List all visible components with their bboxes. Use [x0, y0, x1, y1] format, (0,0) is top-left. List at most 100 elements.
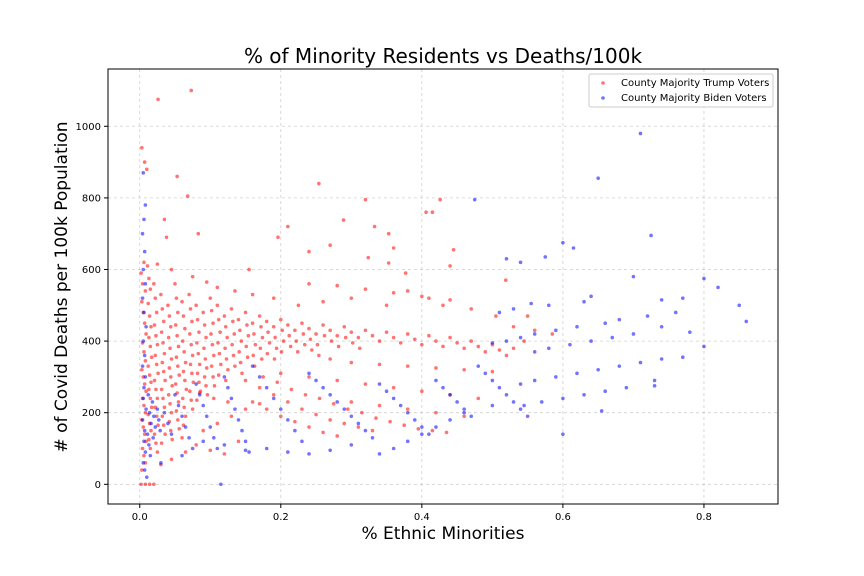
trump-county-point: [441, 303, 445, 308]
biden-county-point: [143, 375, 148, 379]
trump-county-point: [273, 335, 277, 340]
y-axis-label: # of Covid Deaths per 100k Population: [52, 121, 72, 452]
legend-label-biden: County Majority Biden Voters: [621, 93, 767, 104]
trump-county-point: [189, 88, 194, 93]
trump-county-point: [237, 350, 241, 354]
trump-county-point: [232, 332, 237, 336]
trump-county-point: [149, 428, 153, 433]
trump-county-point: [152, 282, 156, 286]
biden-county-point: [349, 443, 354, 447]
trump-county-point: [155, 396, 160, 401]
trump-county-point: [271, 393, 276, 397]
trump-county-point: [289, 387, 294, 392]
trump-county-point: [152, 323, 157, 327]
trump-county-point: [257, 401, 262, 406]
biden-county-point: [142, 468, 147, 472]
trump-county-point: [156, 371, 160, 376]
trump-county-point: [328, 328, 332, 333]
biden-county-point: [247, 450, 251, 454]
biden-county-point: [140, 364, 145, 368]
trump-county-point: [264, 319, 269, 324]
trump-county-point: [205, 393, 210, 397]
biden-county-point: [603, 321, 608, 325]
trump-county-point: [287, 333, 292, 338]
trump-county-point: [194, 443, 198, 447]
trump-county-point: [246, 333, 251, 338]
trump-county-point: [147, 482, 152, 487]
trump-county-point: [295, 350, 300, 354]
biden-county-point: [204, 414, 209, 419]
trump-county-point: [386, 261, 391, 265]
trump-county-point: [345, 407, 350, 411]
trump-county-point: [386, 231, 391, 236]
biden-county-point: [483, 371, 488, 376]
biden-county-point: [158, 428, 162, 433]
x-axis-label: % Ethnic Minorities: [362, 524, 525, 544]
biden-county-point: [561, 432, 565, 436]
biden-county-point: [638, 360, 643, 365]
trump-county-point: [215, 285, 220, 290]
trump-county-point: [402, 423, 407, 428]
biden-county-point: [420, 425, 424, 429]
biden-county-point: [144, 324, 148, 329]
trump-county-point: [490, 369, 495, 374]
biden-county-point: [659, 298, 664, 302]
trump-county-point: [321, 430, 325, 435]
trump-county-point: [250, 400, 255, 404]
biden-county-point: [180, 453, 184, 458]
trump-county-point: [441, 344, 445, 349]
biden-county-point: [398, 403, 403, 408]
biden-county-point: [532, 350, 537, 354]
biden-county-point: [148, 453, 153, 458]
biden-county-point: [617, 364, 622, 368]
trump-county-point: [405, 289, 410, 293]
trump-county-point: [267, 341, 272, 345]
legend-marker-biden: [601, 96, 605, 100]
biden-county-point: [405, 410, 410, 415]
trump-county-point: [147, 276, 151, 281]
biden-county-point: [215, 446, 220, 451]
trump-county-point: [257, 314, 262, 318]
biden-county-point: [405, 439, 410, 444]
trump-county-point: [341, 218, 346, 222]
biden-county-point: [141, 171, 146, 175]
biden-county-point: [328, 393, 332, 397]
series-trump: [139, 88, 555, 487]
biden-county-point: [264, 446, 269, 451]
trump-county-point: [190, 353, 195, 358]
trump-county-point: [182, 405, 186, 410]
trump-county-point: [243, 407, 248, 411]
trump-county-point: [366, 255, 371, 260]
trump-county-point: [177, 427, 182, 431]
biden-county-point: [264, 385, 269, 390]
trump-county-point: [451, 248, 456, 252]
trump-county-point: [522, 339, 526, 343]
trump-county-point: [211, 375, 215, 379]
trump-county-point: [511, 346, 516, 351]
trump-county-point: [384, 303, 389, 308]
trump-county-point: [229, 414, 234, 419]
trump-county-point: [147, 335, 151, 340]
legend-box: [588, 73, 774, 108]
trump-county-point: [170, 384, 174, 388]
trump-county-point: [222, 452, 227, 456]
trump-county-point: [185, 194, 190, 198]
biden-county-point: [147, 410, 152, 415]
biden-county-point: [141, 396, 146, 401]
biden-county-point: [271, 396, 276, 401]
trump-county-point: [190, 371, 194, 376]
x-tick-label: 0.6: [555, 512, 571, 523]
trump-county-point: [161, 369, 166, 374]
biden-county-point: [716, 285, 720, 290]
trump-county-point: [281, 339, 286, 343]
biden-county-point: [472, 197, 477, 202]
trump-county-point: [272, 357, 277, 361]
biden-county-point: [561, 396, 565, 401]
trump-county-point: [224, 357, 229, 361]
trump-county-point: [145, 264, 150, 268]
trump-county-point: [188, 332, 192, 336]
trump-county-point: [372, 224, 377, 229]
trump-county-point: [261, 375, 265, 379]
trump-county-point: [176, 400, 181, 404]
trump-county-point: [469, 307, 474, 311]
